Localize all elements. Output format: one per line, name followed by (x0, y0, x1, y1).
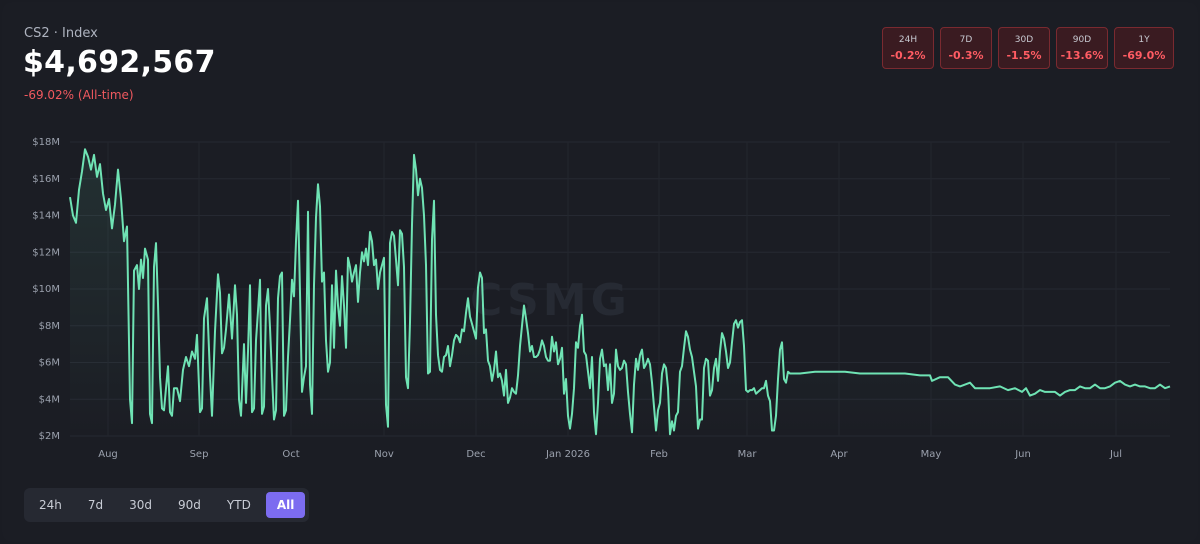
range-90d-button[interactable]: 90d (178, 498, 201, 512)
watermark-logo: CSMG (470, 275, 631, 326)
badge-90d: 90D -13.6% (1056, 27, 1108, 69)
x-tick-label: Dec (466, 449, 485, 460)
badge-label: 1Y (1138, 34, 1150, 45)
badge-label: 30D (1014, 34, 1034, 45)
chart-area-fill (70, 149, 1170, 437)
x-tick-label: Sep (190, 449, 209, 460)
x-tick-label: Jun (1014, 449, 1031, 460)
x-tick-label: May (921, 449, 942, 460)
index-price: $4,692,567 (23, 45, 216, 80)
badge-value: -69.0% (1122, 48, 1166, 62)
y-tick-label: $18M (32, 137, 60, 148)
y-tick-label: $16M (32, 174, 60, 185)
y-axis: $18M $16M $14M $12M $10M $8M $6M $4M $2M (32, 137, 60, 442)
range-selector: 24h 7d 30d 90d YTD All (24, 488, 310, 522)
x-tick-label: Mar (738, 449, 758, 460)
x-tick-label: Feb (650, 449, 668, 460)
badge-30d: 30D -1.5% (998, 27, 1050, 69)
y-tick-label: $14M (32, 211, 60, 222)
x-tick-label: Nov (374, 449, 394, 460)
index-subtitle: CS2 · Index (24, 26, 98, 41)
range-24h-button[interactable]: 24h (39, 498, 62, 512)
badge-label: 7D (959, 34, 973, 45)
badge-label: 24H (898, 34, 918, 45)
badge-24h: 24H -0.2% (882, 27, 934, 69)
y-tick-label: $12M (32, 247, 60, 258)
x-axis: Aug Sep Oct Nov Dec Jan 2026 Feb Mar Apr May Jun Ju… (98, 449, 1122, 460)
range-30d-button[interactable]: 30d (129, 498, 153, 512)
y-tick-label: $2M (39, 431, 60, 442)
x-tick-label: Jul (1109, 449, 1122, 460)
range-ytd-button[interactable]: YTD (226, 498, 251, 512)
y-tick-label: $4M (39, 394, 60, 405)
x-tick-label: Jan 2026 (545, 449, 590, 460)
badge-value: -0.3% (948, 48, 984, 62)
badge-value: -13.6% (1060, 48, 1104, 62)
range-all-button[interactable]: All (265, 492, 306, 518)
x-tick-label: Aug (98, 449, 118, 460)
badge-1y: 1Y -69.0% (1114, 27, 1174, 69)
badge-7d: 7D -0.3% (940, 27, 992, 69)
badge-label: 90D (1072, 34, 1092, 45)
y-tick-label: $6M (39, 358, 60, 369)
x-tick-label: Apr (830, 449, 848, 460)
badge-value: -1.5% (1006, 48, 1042, 62)
badge-value: -0.2% (890, 48, 926, 62)
x-tick-label: Oct (282, 449, 299, 460)
period-change-badges: 24H -0.2% 7D -0.3% 30D -1.5% 90D -13.6% … (882, 27, 1174, 69)
y-tick-label: $8M (39, 321, 60, 332)
y-tick-label: $10M (32, 284, 60, 295)
price-series-line (69, 148, 1171, 436)
range-7d-button[interactable]: 7d (87, 498, 104, 512)
all-time-change: -69.02% (All-time) (24, 88, 134, 102)
